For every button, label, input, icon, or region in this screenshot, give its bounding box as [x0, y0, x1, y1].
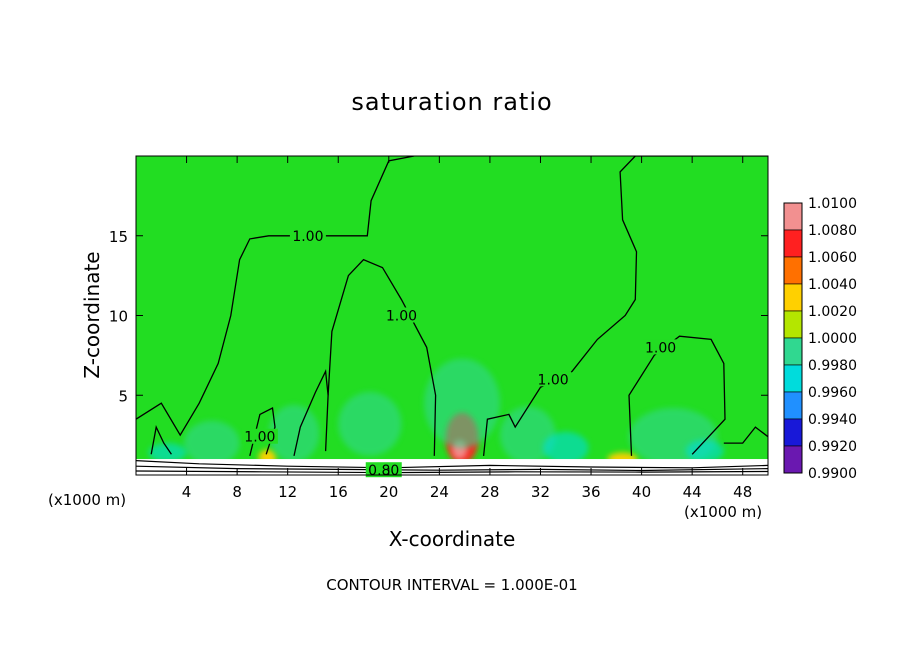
colorbar-label-10: 0.9900 [808, 466, 857, 482]
contour-0-80-line-2 [136, 470, 768, 474]
contour-1-00-line-2 [482, 156, 768, 456]
contour-label-2: 1.00 [538, 372, 569, 388]
plot-area [148, 358, 724, 466]
x-tick-label-6: 28 [480, 483, 499, 501]
x-tick-label-7: 32 [531, 483, 550, 501]
colorbar-swatch-6 [783, 364, 803, 393]
colorbar-label-7: 0.9960 [808, 385, 857, 401]
field-anomaly-4 [424, 358, 501, 448]
y-axis-unit: (x1000 m) [48, 491, 127, 509]
field-anomaly-6 [543, 431, 589, 464]
chart-title: saturation ratio [351, 88, 553, 116]
contour-group [136, 156, 768, 457]
colorbar-label-4: 1.0020 [808, 304, 857, 320]
contour-label-bg-3 [642, 339, 679, 355]
field-anomaly-5 [500, 406, 556, 464]
contour-label-5: 0.80 [368, 463, 399, 479]
contour-label-4: 1.00 [244, 430, 275, 446]
x-tick-label-5: 24 [430, 483, 449, 501]
x-tick-label-9: 40 [632, 483, 651, 501]
contour-label-0: 1.00 [292, 229, 323, 245]
contour-label-3: 1.00 [645, 340, 676, 356]
colorbar-label-6: 0.9980 [808, 358, 857, 374]
colorbar-swatch-5 [783, 337, 803, 366]
colorbar-label-8: 0.9940 [808, 412, 857, 428]
y-tick-label-1: 10 [109, 308, 128, 326]
contour-1-00-line-6 [723, 426, 768, 444]
contour-1-00-line-3 [628, 335, 726, 456]
y-tick-label-0: 5 [118, 387, 128, 405]
colorbar-swatch-3 [783, 283, 803, 312]
contour-label-bg-4 [241, 428, 278, 444]
x-tick-label-11: 48 [733, 483, 752, 501]
colorbar-label-3: 1.0040 [808, 277, 857, 293]
colorbar-swatch-9 [783, 445, 803, 474]
contour-1-00-line-5 [293, 368, 329, 457]
colorbar-swatch-2 [783, 256, 803, 285]
x-axis-label: X-coordinate [388, 527, 516, 551]
x-tick-label-1: 8 [232, 483, 242, 501]
x-axis-unit: (x1000 m) [684, 503, 763, 521]
contour-1-00-line-1 [324, 258, 437, 456]
contour-interval-note: CONTOUR INTERVAL = 1.000E-01 [326, 576, 578, 594]
colorbar-label-2: 1.0060 [808, 250, 857, 266]
y-axis-label: Z-coordinate [80, 251, 104, 379]
colorbar-label-1: 1.0080 [808, 223, 857, 239]
contour-1-00-line-0 [136, 156, 415, 437]
contour-0-80-line-0 [136, 460, 768, 469]
x-tick-label-2: 12 [278, 483, 297, 501]
y-tick-label-2: 15 [109, 228, 128, 246]
colorbar-swatch-4 [783, 310, 803, 339]
colorbar-swatch-8 [783, 418, 803, 447]
x-tick-label-3: 16 [329, 483, 348, 501]
field-anomaly-12 [148, 443, 187, 463]
colorbar-label-5: 1.0000 [808, 331, 857, 347]
colorbar-swatch-1 [783, 229, 803, 258]
contour-1-00-line-7 [150, 425, 172, 455]
x-tick-label-0: 4 [182, 483, 192, 501]
contour-label-bg-2 [535, 371, 572, 387]
field-anomaly-9 [268, 404, 320, 463]
field-anomaly-7 [338, 392, 402, 456]
contour-label-bg-1 [383, 307, 420, 323]
field-anomaly-8 [184, 420, 240, 466]
colorbar-label-9: 0.9920 [808, 439, 857, 455]
colorbar-label-0: 1.0100 [808, 196, 857, 212]
x-tick-label-10: 44 [683, 483, 702, 501]
field-anomaly-11 [685, 439, 724, 463]
x-tick-label-8: 36 [581, 483, 600, 501]
colorbar-swatch-7 [783, 391, 803, 420]
x-tick-label-4: 20 [379, 483, 398, 501]
contour-label-bg-0 [289, 227, 326, 243]
colorbar-frame [783, 202, 803, 474]
colorbar-swatch-0 [783, 202, 803, 231]
contour-label-1: 1.00 [386, 309, 417, 325]
surface-layer [136, 459, 768, 475]
contour-label-bg-5 [365, 462, 402, 478]
